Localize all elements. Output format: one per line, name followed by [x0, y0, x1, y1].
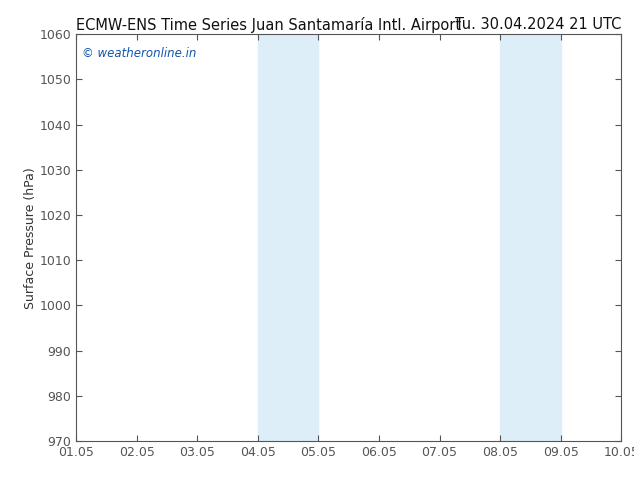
Bar — [258, 34, 318, 441]
Bar — [500, 34, 560, 441]
Text: Tu. 30.04.2024 21 UTC: Tu. 30.04.2024 21 UTC — [455, 17, 621, 32]
Y-axis label: Surface Pressure (hPa): Surface Pressure (hPa) — [23, 167, 37, 309]
Text: © weatheronline.in: © weatheronline.in — [82, 47, 196, 59]
Text: ECMW-ENS Time Series Juan Santamaría Intl. Airport: ECMW-ENS Time Series Juan Santamaría Int… — [76, 17, 461, 33]
